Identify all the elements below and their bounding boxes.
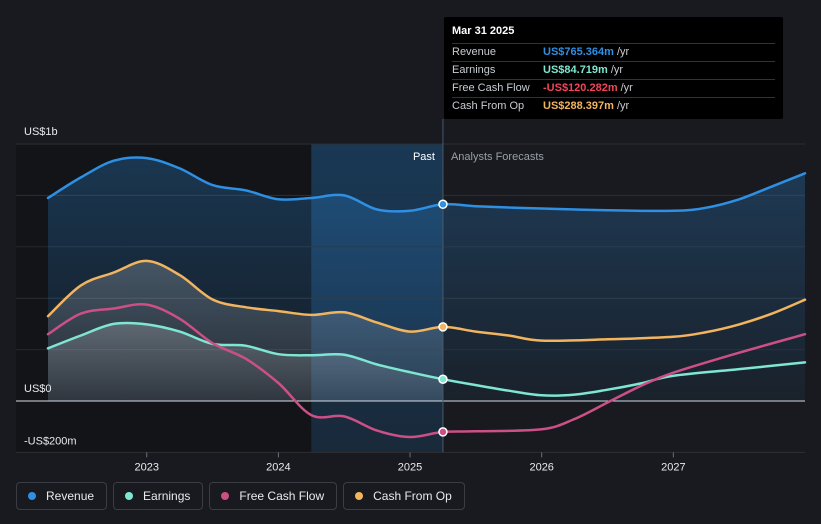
tooltip-row-cash-from-op: Cash From Op US$288.397m /yr: [452, 98, 775, 115]
y-label-top: US$1b: [24, 126, 58, 138]
x-tick-label: 2023: [134, 461, 158, 473]
y-label-bottom: -US$200m: [24, 435, 77, 447]
x-tick-label: 2027: [661, 461, 685, 473]
tooltip: Mar 31 2025 Revenue US$765.364m /yr Earn…: [444, 17, 783, 119]
y-label-zero: US$0: [24, 383, 52, 395]
past-label: Past: [413, 151, 435, 163]
free-cash-flow-line: [46, 302, 807, 439]
forecast-label: Analysts Forecasts: [451, 151, 544, 163]
legend-item-earnings[interactable]: Earnings: [113, 482, 204, 510]
legend-label: Earnings: [143, 489, 191, 503]
cash-from-op-line: [46, 259, 807, 343]
earnings-line: [46, 321, 807, 397]
earnings-present-dot[interactable]: [438, 374, 448, 384]
tooltip-row-revenue: Revenue US$765.364m /yr: [452, 44, 775, 62]
x-tick-label: 2026: [529, 461, 553, 473]
tooltip-value: US$288.397m: [543, 100, 614, 112]
legend-dot-icon: [221, 492, 230, 500]
tooltip-value: -US$120.282m: [543, 82, 618, 94]
x-tick-label: 2024: [266, 461, 290, 473]
legend-label: Free Cash Flow: [239, 489, 325, 503]
legend-item-cash-from-op[interactable]: Cash From Op: [343, 482, 465, 510]
legend-dot-icon: [355, 492, 364, 500]
tooltip-date: Mar 31 2025: [452, 24, 775, 44]
tooltip-name: Free Cash Flow: [452, 82, 530, 94]
tooltip-unit: /yr: [610, 64, 624, 76]
cash-from-op-present-dot[interactable]: [438, 322, 448, 332]
tooltip-name: Cash From Op: [452, 100, 525, 112]
free-cash-flow-present-dot[interactable]: [438, 427, 448, 437]
legend-item-revenue[interactable]: Revenue: [16, 482, 108, 510]
chart-area: US$1b US$0 -US$200m Past Analysts Foreca…: [16, 119, 807, 473]
legend-label: Revenue: [46, 489, 95, 503]
tooltip-unit: /yr: [616, 46, 630, 58]
revenue-present-dot[interactable]: [438, 199, 448, 210]
tooltip-value: US$84.719m: [543, 64, 608, 76]
tooltip-unit: /yr: [616, 100, 630, 112]
tooltip-row-earnings: Earnings US$84.719m /yr: [452, 62, 775, 80]
tooltip-row-free-cash-flow: Free Cash Flow -US$120.282m /yr: [452, 80, 775, 98]
cash-from-op-past-area: [48, 260, 443, 401]
legend-dot-icon: [125, 492, 134, 500]
legend: Revenue Earnings Free Cash Flow Cash Fro…: [16, 482, 465, 510]
tooltip-name: Revenue: [452, 46, 497, 58]
tooltip-unit: /yr: [620, 82, 633, 94]
legend-label: Cash From Op: [373, 489, 452, 503]
legend-item-free-cash-flow[interactable]: Free Cash Flow: [209, 482, 338, 510]
revenue-line: [46, 156, 807, 213]
x-tick-label: 2025: [398, 461, 422, 473]
tooltip-value: US$765.364m: [543, 46, 614, 58]
tooltip-name: Earnings: [452, 64, 496, 76]
legend-dot-icon: [28, 492, 36, 500]
